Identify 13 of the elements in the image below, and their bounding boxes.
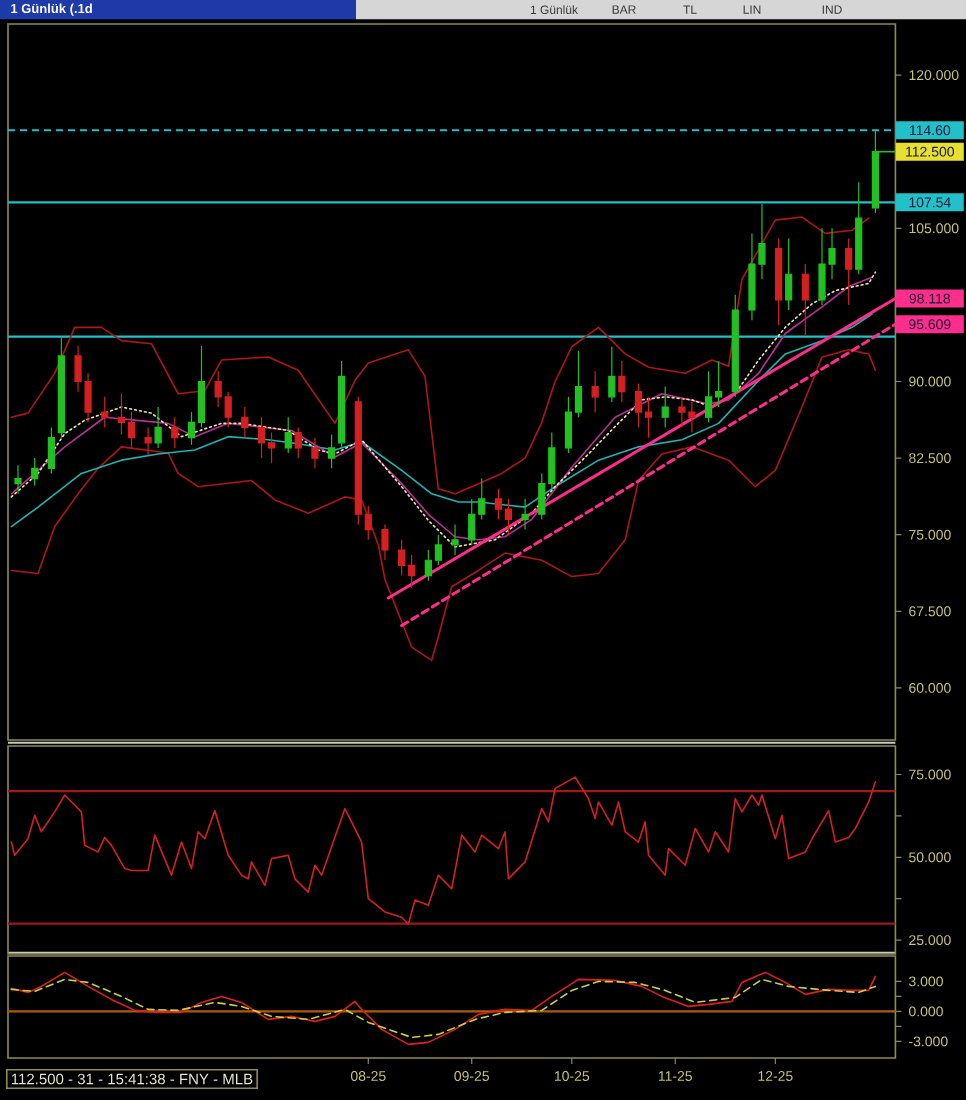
candlestick (154, 406, 162, 449)
candlestick (14, 464, 22, 495)
candlestick (521, 498, 529, 531)
candlestick (311, 437, 319, 469)
candlestick (775, 237, 783, 326)
candlestick (381, 523, 389, 561)
candlestick (241, 406, 249, 439)
line-series (10, 313, 873, 528)
line-series (10, 776, 877, 925)
candlestick (845, 237, 853, 306)
candlestick (144, 426, 152, 456)
line-series (10, 349, 877, 662)
candlestick (451, 523, 459, 556)
